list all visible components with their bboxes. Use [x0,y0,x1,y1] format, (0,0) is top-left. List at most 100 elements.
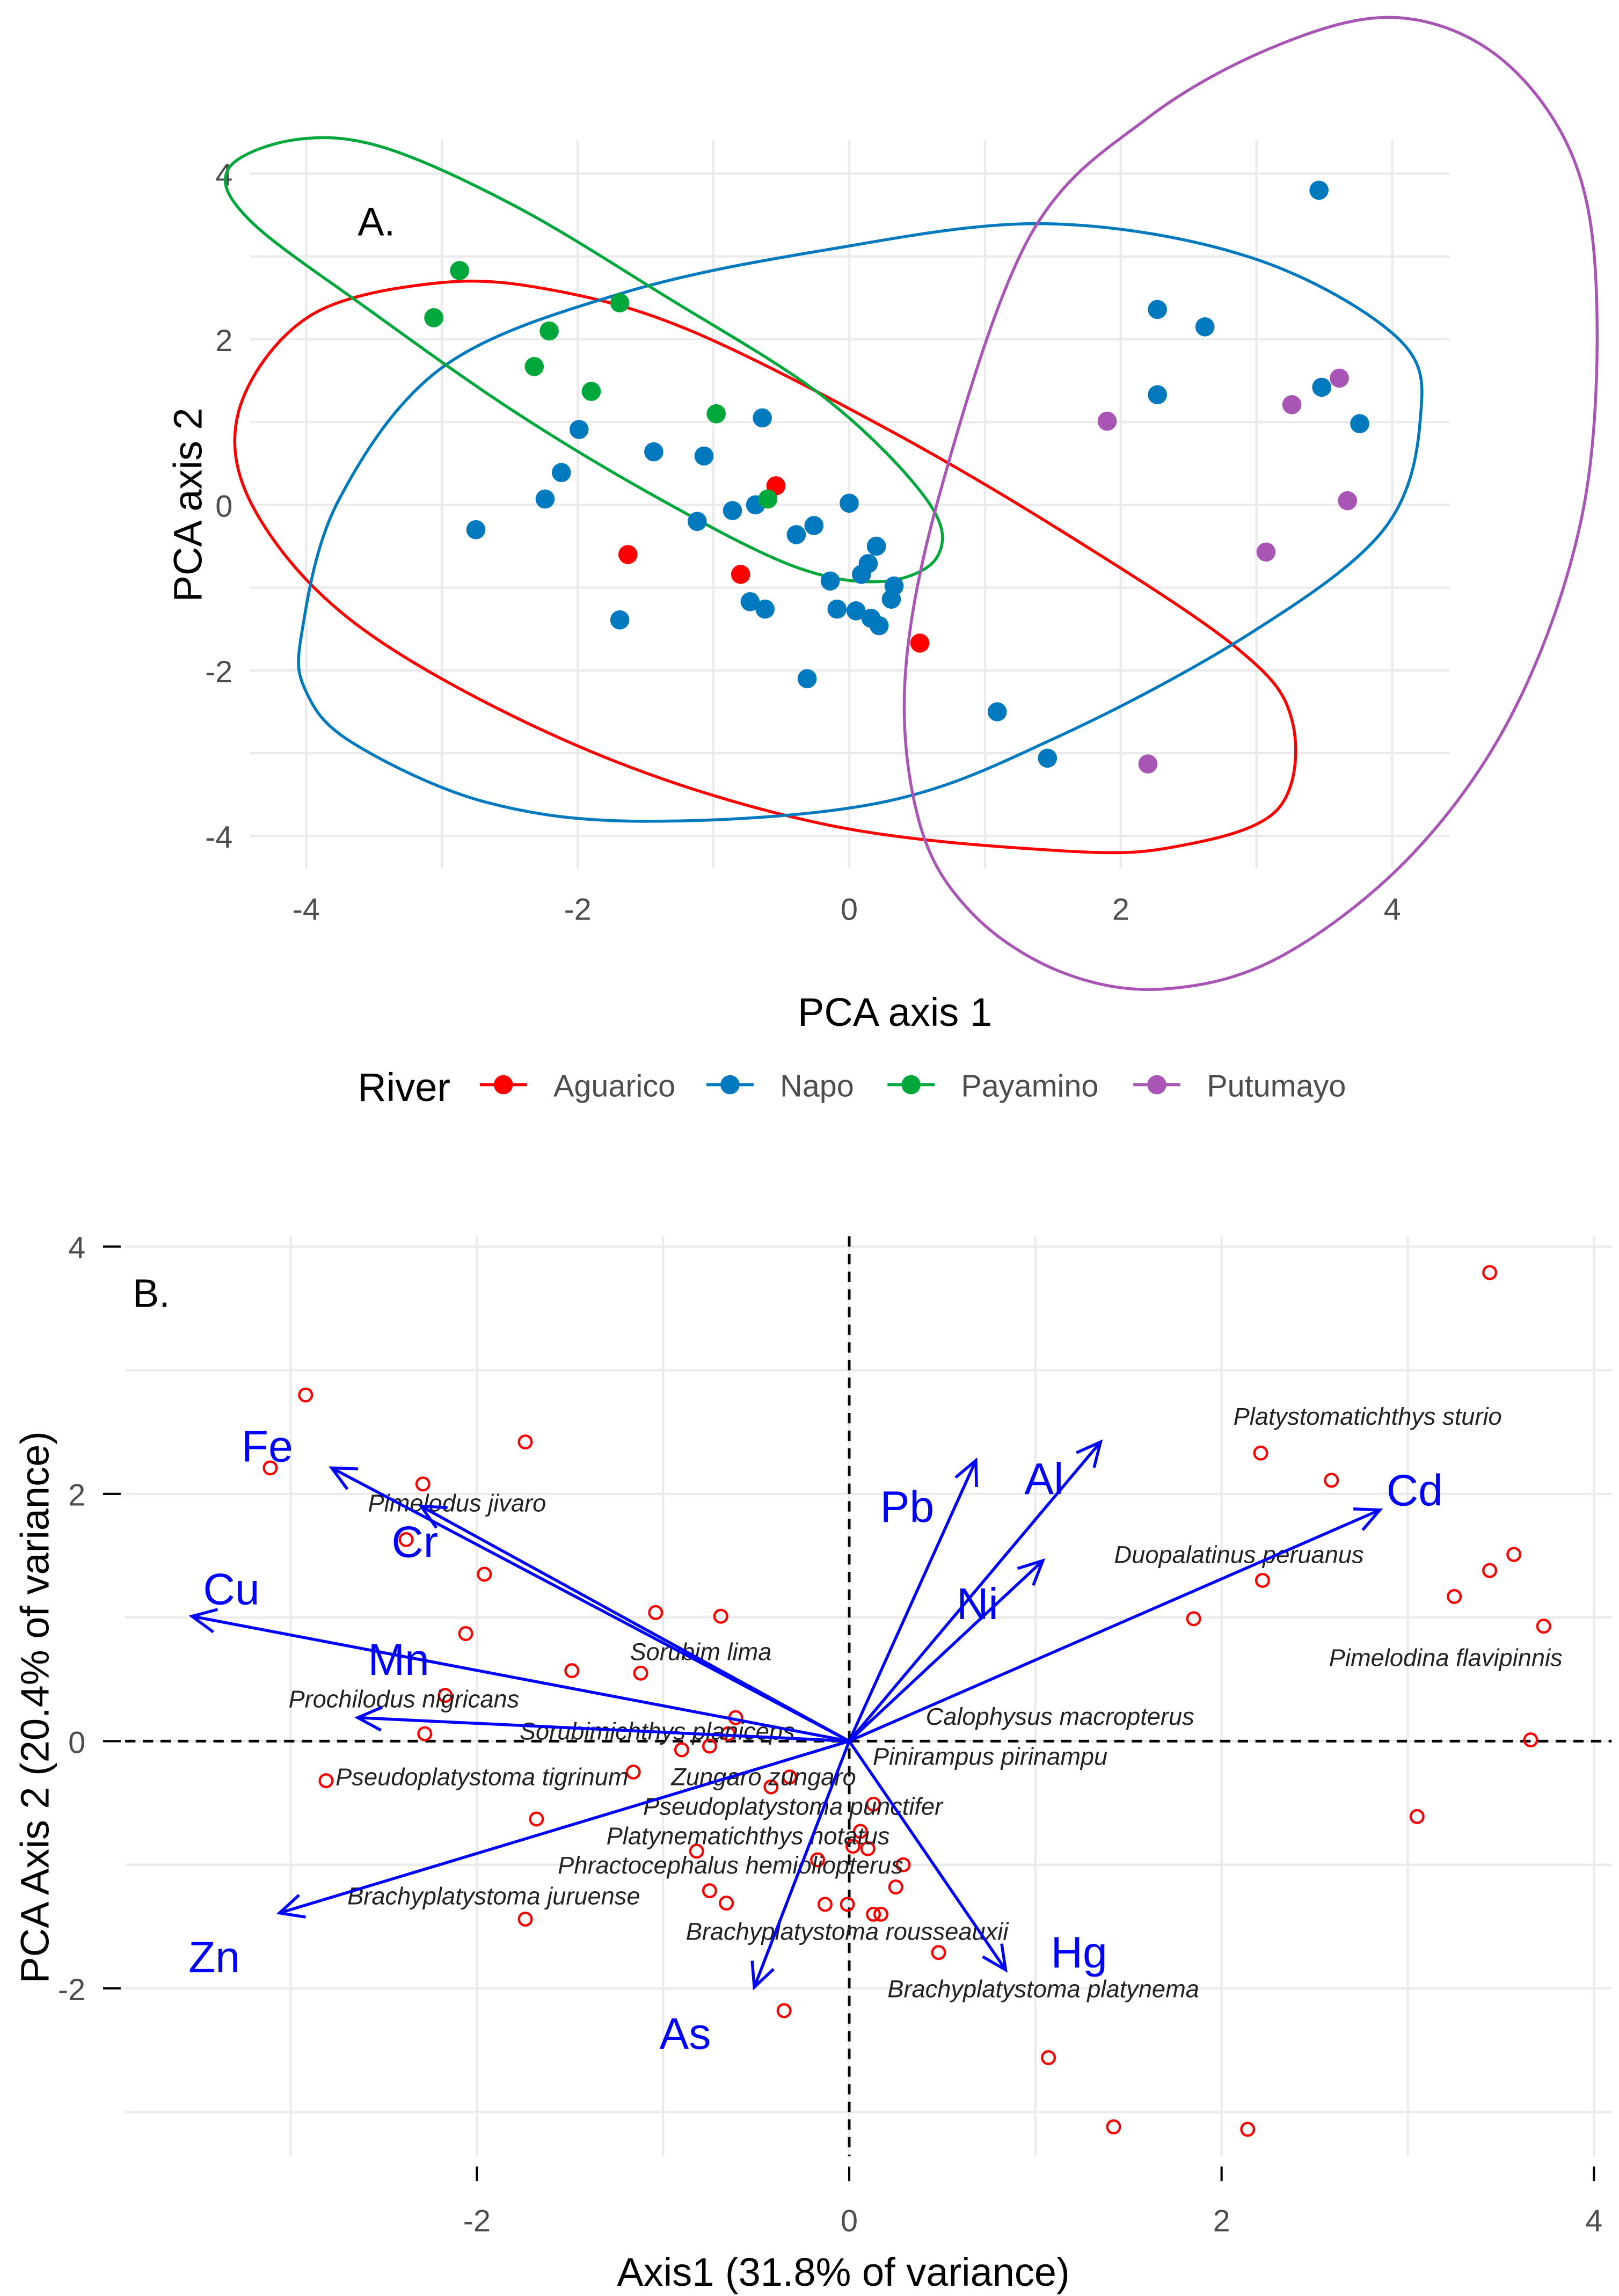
species-point [1536,1619,1551,1634]
species-point [817,1897,833,1912]
species-label: Duopalatinus peruanus [1114,1541,1364,1569]
arrowhead-icon [1076,1439,1103,1468]
y-tick-label: 0 [68,1725,85,1760]
species-point [564,1663,580,1679]
point-napo [1148,385,1167,405]
species-point [1186,1611,1201,1627]
point-payamino [581,382,601,401]
loading-arrow-fe [331,1467,850,1743]
point-aguarico [910,633,930,653]
y-tick-label: -4 [205,820,232,855]
species-label: Prochilodus nigricans [288,1685,519,1712]
point-napo [755,599,775,619]
x-tick-label: -2 [564,893,592,927]
x-axis-title: PCA axis 1 [798,990,992,1034]
y-tick-label: -2 [205,655,232,689]
species-point [517,1912,533,1927]
species-point [1409,1809,1425,1824]
legend-label: Putumayo [1207,1069,1346,1104]
arrowhead-icon [954,1457,978,1488]
point-napo [866,536,886,556]
panel-label: A. [358,200,395,244]
species-label: Pseudoplatystoma tigrinum [336,1763,628,1791]
y-axis-title: PCA Axis 2 (20.4% of variance) [13,1431,57,1983]
species-point [1253,1445,1268,1461]
species-point [625,1764,641,1780]
point-payamino [758,489,778,509]
species-point [895,1857,911,1872]
loading-arrow-ni [848,1559,1044,1743]
species-point [776,2003,792,2018]
species-point [860,1841,876,1856]
species-point [437,1688,453,1703]
species-point [1255,1573,1270,1588]
species-point [417,1726,433,1741]
species-point [840,1897,855,1912]
loading-arrow-al [848,1441,1102,1743]
point-napo [869,616,889,636]
species-point [689,1843,704,1859]
legend-label: Napo [780,1069,854,1104]
point-napo [569,420,589,439]
loading-label: Pb [880,1483,935,1532]
species-point [1523,1732,1538,1748]
point-payamino [539,321,559,341]
species-point [529,1811,544,1827]
x-axis-title: Axis1 (31.8% of variance) [617,2250,1069,2294]
point-napo [804,516,824,535]
point-napo [797,669,817,689]
species-point [873,1906,888,1922]
point-putumayo [1138,754,1158,774]
species-point [298,1387,313,1403]
species-point [888,1879,903,1895]
legend-title: River [358,1065,450,1110]
point-napo [552,463,571,483]
point-napo [1312,377,1332,397]
species-label: Phractocephalus hemioliopterus [558,1852,903,1879]
arrowhead-icon [982,1943,1008,1973]
legend-key-point [1147,1075,1166,1095]
point-napo [840,493,859,513]
arrowhead-icon [418,1504,448,1529]
panel-a: -4 -2 0 2 4 -4 -2 0 2 4 A. PCA axis 1 PCA axis 2 Rive… [166,16,1599,1110]
point-napo [1350,414,1369,434]
arrowhead-icon [354,1705,383,1732]
species-point [262,1460,278,1476]
arrowhead-icon [276,1894,306,1919]
species-label: Brachyplatystoma rousseauxii [686,1918,1010,1945]
species-point [1041,2050,1056,2065]
species-label: Brachyplatystoma juruense [347,1883,640,1910]
y-tick-label: 4 [215,158,232,192]
loading-label: Cd [1387,1467,1443,1515]
x-tick-label: 4 [1585,2204,1602,2238]
loading-arrow-pb [848,1460,978,1742]
species-label: Pinirampus pirinampu [873,1743,1107,1770]
point-napo [786,525,806,544]
loading-arrow-cr [420,1505,850,1743]
ellipse-payamino [223,136,944,584]
point-payamino [610,293,630,312]
species-point [702,1738,717,1754]
point-napo [820,571,840,591]
loading-label: Mn [368,1636,429,1685]
y-tick-label: 2 [215,324,232,358]
species-point [719,1896,734,1911]
species-label: Platynematichthys notatus [607,1822,890,1849]
species-point [318,1773,334,1789]
species-point [1482,1563,1498,1578]
ellipse-putumayo [902,16,1599,992]
point-napo [987,702,1007,721]
point-putumayo [1097,411,1117,431]
species-point [782,1769,798,1785]
legend-key-point [901,1075,921,1095]
point-napo [1195,317,1215,337]
point-napo [1038,748,1058,768]
loading-arrow-cd [848,1508,1381,1743]
loading-label: Fe [242,1422,293,1471]
species-point [852,1824,868,1839]
species-label: Pimelodina flavipinnis [1329,1644,1563,1672]
y-tick-label: 2 [68,1478,85,1513]
point-aguarico [618,545,638,564]
point-payamino [706,404,726,424]
